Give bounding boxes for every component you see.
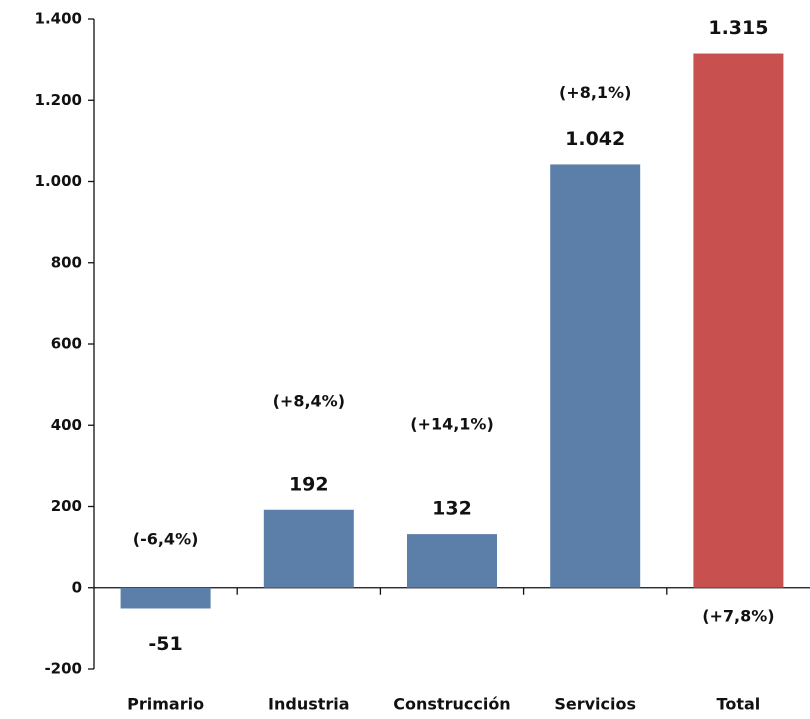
y-tick-label: 600 bbox=[51, 335, 82, 353]
bar bbox=[550, 164, 641, 588]
change-label: (-6,4%) bbox=[133, 529, 199, 548]
y-tick-label: 400 bbox=[51, 416, 82, 434]
x-tick-label: Industria bbox=[268, 695, 350, 714]
change-label: (+8,1%) bbox=[559, 83, 631, 102]
value-label: -51 bbox=[148, 633, 182, 655]
bar bbox=[407, 534, 497, 588]
x-tick-label: Total bbox=[717, 695, 761, 714]
y-tick-label: 1.000 bbox=[35, 172, 82, 190]
y-tick-label: 1.400 bbox=[35, 10, 82, 28]
change-label: (+8,4%) bbox=[273, 391, 345, 410]
value-label: 1.042 bbox=[565, 128, 625, 150]
value-label: 192 bbox=[289, 473, 329, 495]
x-tick-label: Construcción bbox=[393, 695, 510, 714]
change-label: (+14,1%) bbox=[410, 415, 494, 434]
x-tick-label: Servicios bbox=[554, 695, 636, 714]
value-label: 1.315 bbox=[708, 17, 768, 39]
change-label: (+7,8%) bbox=[702, 606, 774, 625]
value-label: 132 bbox=[432, 498, 472, 520]
y-tick-label: 1.200 bbox=[35, 91, 82, 109]
bar bbox=[120, 587, 211, 609]
y-tick-label: 0 bbox=[72, 578, 82, 596]
bar bbox=[693, 53, 784, 588]
y-tick-label: 800 bbox=[51, 253, 82, 271]
bar bbox=[263, 509, 354, 588]
x-tick-label: Primario bbox=[127, 695, 204, 714]
y-tick-label: -200 bbox=[44, 660, 82, 678]
y-tick-label: 200 bbox=[51, 497, 82, 515]
